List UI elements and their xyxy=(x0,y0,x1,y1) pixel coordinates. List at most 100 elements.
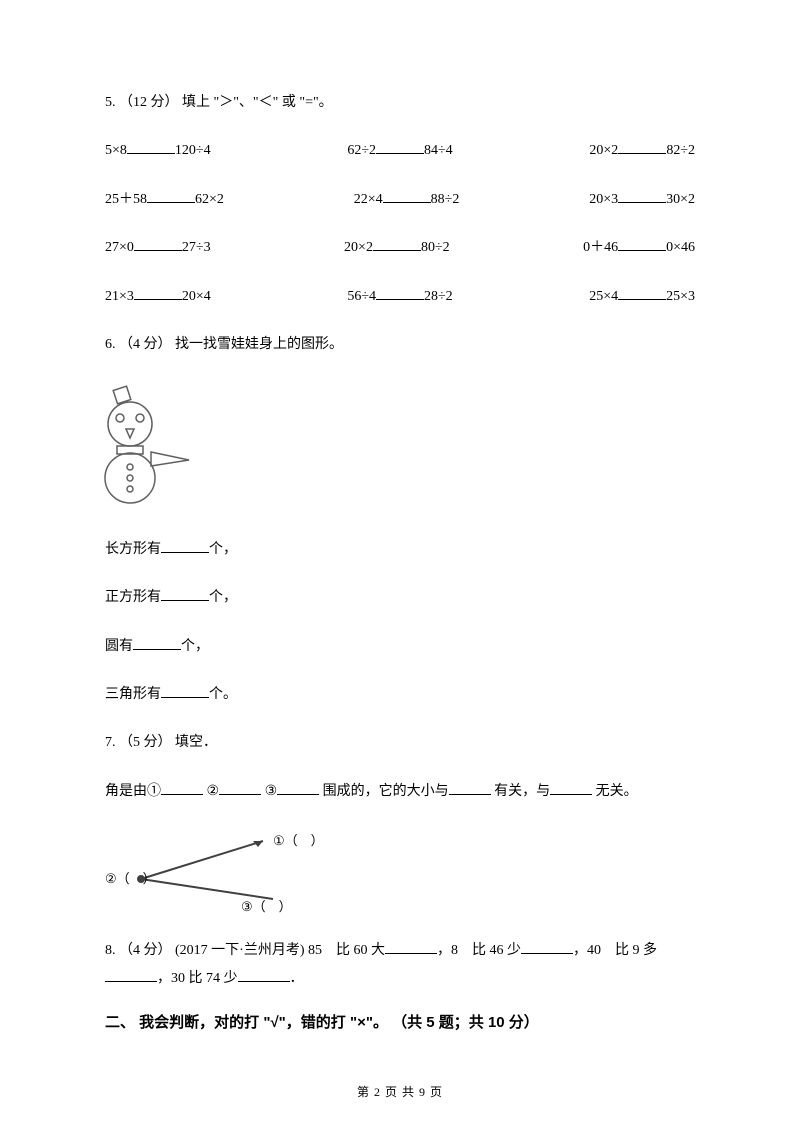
q5-points: （12 分） xyxy=(119,95,179,110)
label: 正方形有 xyxy=(105,590,161,605)
lhs: 25＋58 xyxy=(105,192,147,207)
lhs: 62÷2 xyxy=(347,143,376,158)
blank[interactable] xyxy=(550,781,592,795)
blank[interactable] xyxy=(161,539,209,553)
text: ③ xyxy=(265,784,278,799)
q6-header: 6. （4 分） 找一找雪娃娃身上的图形。 xyxy=(105,334,695,356)
text: ② xyxy=(207,784,220,799)
svg-text:①（ ）: ①（ ） xyxy=(273,833,324,848)
q7-num: 7. xyxy=(105,735,116,750)
angle-figure: ①（ ） ②（ ） ③（ ） xyxy=(103,829,695,923)
blank[interactable] xyxy=(161,587,209,601)
eq-cell: 21×3 20×4 xyxy=(105,286,211,308)
lhs: 20×2 xyxy=(589,143,618,158)
eq-cell: 62÷2 84÷4 xyxy=(347,140,452,162)
q8: 8. （4 分） (2017 一下·兰州月考) 85 比 60 大 ，8 比 46… xyxy=(105,937,695,993)
blank[interactable] xyxy=(618,189,666,203)
lhs: 27×0 xyxy=(105,240,134,255)
eq-cell: 56÷4 28÷2 xyxy=(347,286,452,308)
q8-points: （4 分） xyxy=(119,943,172,958)
blank[interactable] xyxy=(238,968,290,982)
label: 圆有 xyxy=(105,639,133,654)
q6-line0: 长方形有个， xyxy=(105,539,695,561)
eq-cell: 27×0 27÷3 xyxy=(105,237,211,259)
text: 无关。 xyxy=(596,784,638,799)
q5-num: 5. xyxy=(105,95,116,110)
eq-cell: 22×4 88÷2 xyxy=(354,189,460,211)
blank[interactable] xyxy=(127,140,175,154)
blank[interactable] xyxy=(277,781,319,795)
blank[interactable] xyxy=(105,968,157,982)
blank[interactable] xyxy=(385,940,437,954)
lhs: 56÷4 xyxy=(347,289,376,304)
lhs: 0＋46 xyxy=(583,240,618,255)
q8-num: 8. xyxy=(105,943,116,958)
blank[interactable] xyxy=(134,286,182,300)
q8-source: (2017 一下·兰州月考) xyxy=(175,943,305,958)
q7-text: 填空． xyxy=(175,735,217,750)
rhs: 20×4 xyxy=(182,289,211,304)
text: 有关，与 xyxy=(494,784,550,799)
q5-row1: 25＋5862×2 22×4 88÷2 20×3 30×2 xyxy=(105,189,695,211)
lhs: 21×3 xyxy=(105,289,134,304)
q7-header: 7. （5 分） 填空． xyxy=(105,732,695,754)
blank[interactable] xyxy=(521,940,573,954)
q6-points: （4 分） xyxy=(119,337,172,352)
blank[interactable] xyxy=(373,237,421,251)
rhs: 25×3 xyxy=(666,289,695,304)
snowman-figure xyxy=(85,382,695,520)
eq-cell: 20×282÷2 xyxy=(589,140,695,162)
blank[interactable] xyxy=(147,189,195,203)
blank[interactable] xyxy=(133,636,181,650)
lhs: 22×4 xyxy=(354,192,383,207)
blank[interactable] xyxy=(449,781,491,795)
lhs: 20×3 xyxy=(589,192,618,207)
rhs: 30×2 xyxy=(666,192,695,207)
page-content: 5. （12 分） 填上 "＞"、"＜" 或 "="。 5×8 120÷4 62÷… xyxy=(0,0,800,1035)
blank[interactable] xyxy=(134,237,182,251)
eq-cell: 25×425×3 xyxy=(589,286,695,308)
eq-cell: 20×280÷2 xyxy=(344,237,450,259)
blank[interactable] xyxy=(376,140,424,154)
text: ，40 比 9 多 xyxy=(573,943,657,958)
text: ，30 比 74 少 xyxy=(157,971,238,986)
blank[interactable] xyxy=(161,781,203,795)
text: 围成的，它的大小与 xyxy=(323,784,449,799)
q7-points: （5 分） xyxy=(119,735,172,750)
eq-cell: 20×3 30×2 xyxy=(589,189,695,211)
suffix: 个， xyxy=(209,542,237,557)
lhs: 20×2 xyxy=(344,240,373,255)
text: 85 比 60 大 xyxy=(308,943,385,958)
q6-num: 6. xyxy=(105,337,116,352)
eq-cell: 25＋5862×2 xyxy=(105,189,224,211)
q6-line2: 圆有 个， xyxy=(105,636,695,658)
label: 三角形有 xyxy=(105,687,161,702)
lhs: 5×8 xyxy=(105,143,127,158)
eq-cell: 0＋46 0×46 xyxy=(583,237,695,259)
svg-text:②（ ）: ②（ ） xyxy=(105,871,156,886)
suffix: 个。 xyxy=(209,687,237,702)
blank[interactable] xyxy=(161,684,209,698)
text: 角是由① xyxy=(105,784,161,799)
q5-grid: 5×8 120÷4 62÷2 84÷4 20×282÷2 25＋5862×2 22×… xyxy=(105,140,695,308)
rhs: 88÷2 xyxy=(431,192,460,207)
suffix: 个， xyxy=(181,639,209,654)
text: ，8 比 46 少 xyxy=(437,943,521,958)
blank[interactable] xyxy=(618,286,666,300)
text: ． xyxy=(290,971,304,986)
blank[interactable] xyxy=(376,286,424,300)
suffix: 个， xyxy=(209,590,237,605)
q6-text: 找一找雪娃娃身上的图形。 xyxy=(175,337,343,352)
svg-text:③（ ）: ③（ ） xyxy=(241,899,292,914)
rhs: 0×46 xyxy=(666,240,695,255)
eq-cell: 5×8 120÷4 xyxy=(105,140,211,162)
blank[interactable] xyxy=(383,189,431,203)
blank[interactable] xyxy=(219,781,261,795)
blank[interactable] xyxy=(618,237,666,251)
rhs: 120÷4 xyxy=(175,143,211,158)
rhs: 84÷4 xyxy=(424,143,453,158)
rhs: 27÷3 xyxy=(182,240,211,255)
rhs: 28÷2 xyxy=(424,289,453,304)
q5-text: 填上 "＞"、"＜" 或 "="。 xyxy=(182,95,333,110)
blank[interactable] xyxy=(618,140,666,154)
